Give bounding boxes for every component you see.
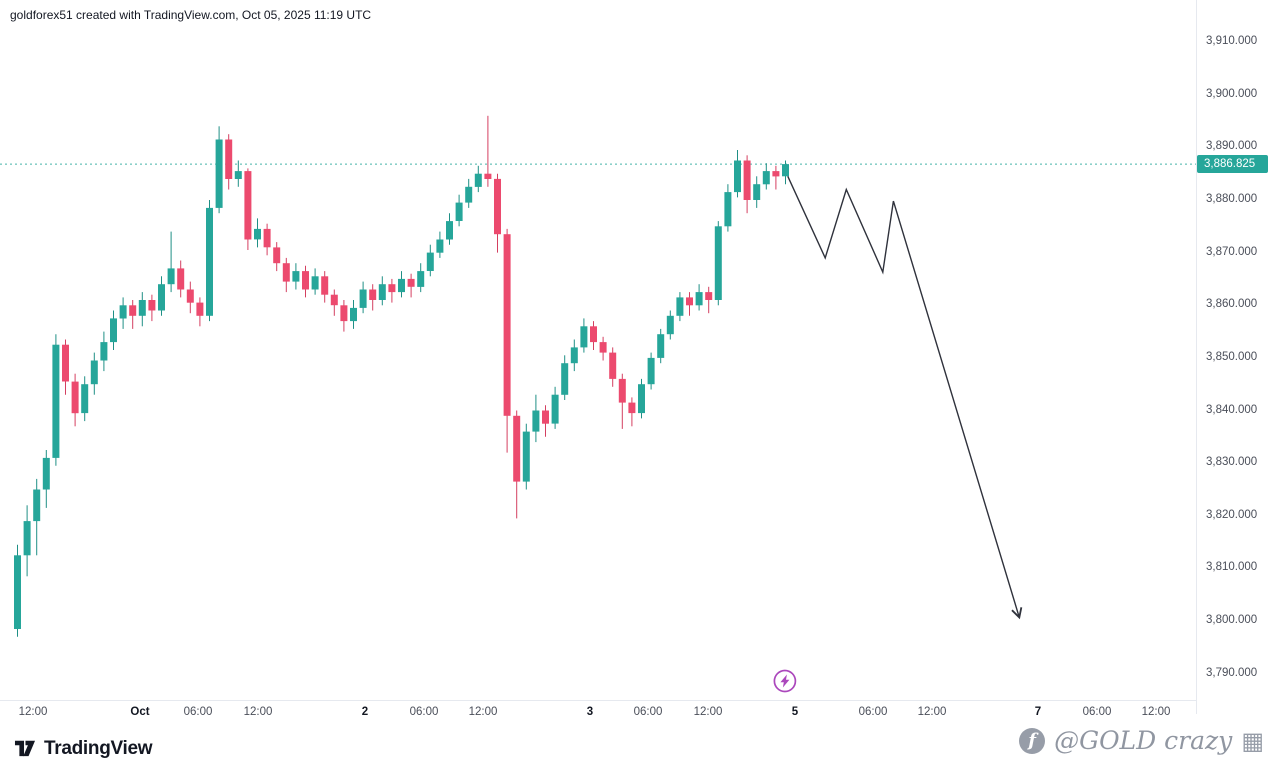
price-axis-label: 3,830.000 (1206, 456, 1258, 468)
candlestick-chart[interactable] (0, 0, 1196, 700)
time-axis-label: 2 (361, 706, 369, 718)
time-axis-label: 12:00 (18, 706, 48, 718)
price-axis-label: 3,820.000 (1206, 509, 1258, 521)
time-axis-label: 3 (586, 706, 594, 718)
price-axis[interactable]: 3,886.825 3,910.000 3,900.000 3,890.000 3,8… (1196, 0, 1280, 714)
price-axis-label: 3,870.000 (1206, 246, 1258, 258)
price-axis-label: 3,810.000 (1206, 561, 1258, 573)
price-axis-label: 3,790.000 (1206, 667, 1258, 679)
time-axis-label: 12:00 (243, 706, 273, 718)
trend-projection-drawing[interactable] (787, 176, 1023, 620)
time-axis-label: 06:00 (1082, 706, 1112, 718)
price-axis-label: 3,880.000 (1206, 193, 1258, 205)
tradingview-logo-text: TradingView (44, 738, 153, 759)
chart-attribution: goldforex51 created with TradingView.com… (10, 8, 372, 22)
price-axis-label: 3,890.000 (1206, 140, 1258, 152)
time-axis-label: 06:00 (633, 706, 663, 718)
lightning-icon (780, 674, 790, 688)
time-axis-label: 06:00 (183, 706, 213, 718)
time-axis[interactable]: 12:00 Oct 06:00 12:00 2 06:00 12:00 3 06:00 12:00… (0, 700, 1196, 724)
chart-canvas[interactable] (0, 0, 1196, 700)
facebook-icon: f (1019, 727, 1046, 754)
event-lightning-marker[interactable] (773, 669, 797, 693)
last-price-label: 3,886.825 (1197, 155, 1268, 173)
time-axis-label: 12:00 (917, 706, 947, 718)
tradingview-logo-icon (14, 740, 36, 757)
watermark-square-icon: ▦ (1241, 726, 1264, 755)
time-axis-label: 06:00 (858, 706, 888, 718)
time-axis-label: 12:00 (468, 706, 498, 718)
price-axis-label: 3,910.000 (1206, 35, 1258, 47)
candles (14, 115, 789, 637)
time-axis-label: 12:00 (693, 706, 723, 718)
price-axis-label: 3,850.000 (1206, 351, 1258, 363)
bottom-bar: TradingView f @GOLD crazy ▦ (0, 724, 1280, 780)
tradingview-logo[interactable]: TradingView (14, 738, 153, 760)
channel-watermark: f @GOLD crazy ▦ (1019, 726, 1264, 755)
price-axis-label: 3,840.000 (1206, 404, 1258, 416)
time-axis-label: 12:00 (1141, 706, 1171, 718)
price-axis-label: 3,900.000 (1206, 88, 1258, 100)
price-axis-label: 3,800.000 (1206, 614, 1258, 626)
watermark-text: @GOLD crazy (1054, 726, 1233, 755)
time-axis-label: Oct (130, 706, 150, 718)
time-axis-label: 06:00 (409, 706, 439, 718)
price-axis-label: 3,860.000 (1206, 298, 1258, 310)
time-axis-label: 5 (791, 706, 799, 718)
time-axis-label: 7 (1034, 706, 1042, 718)
